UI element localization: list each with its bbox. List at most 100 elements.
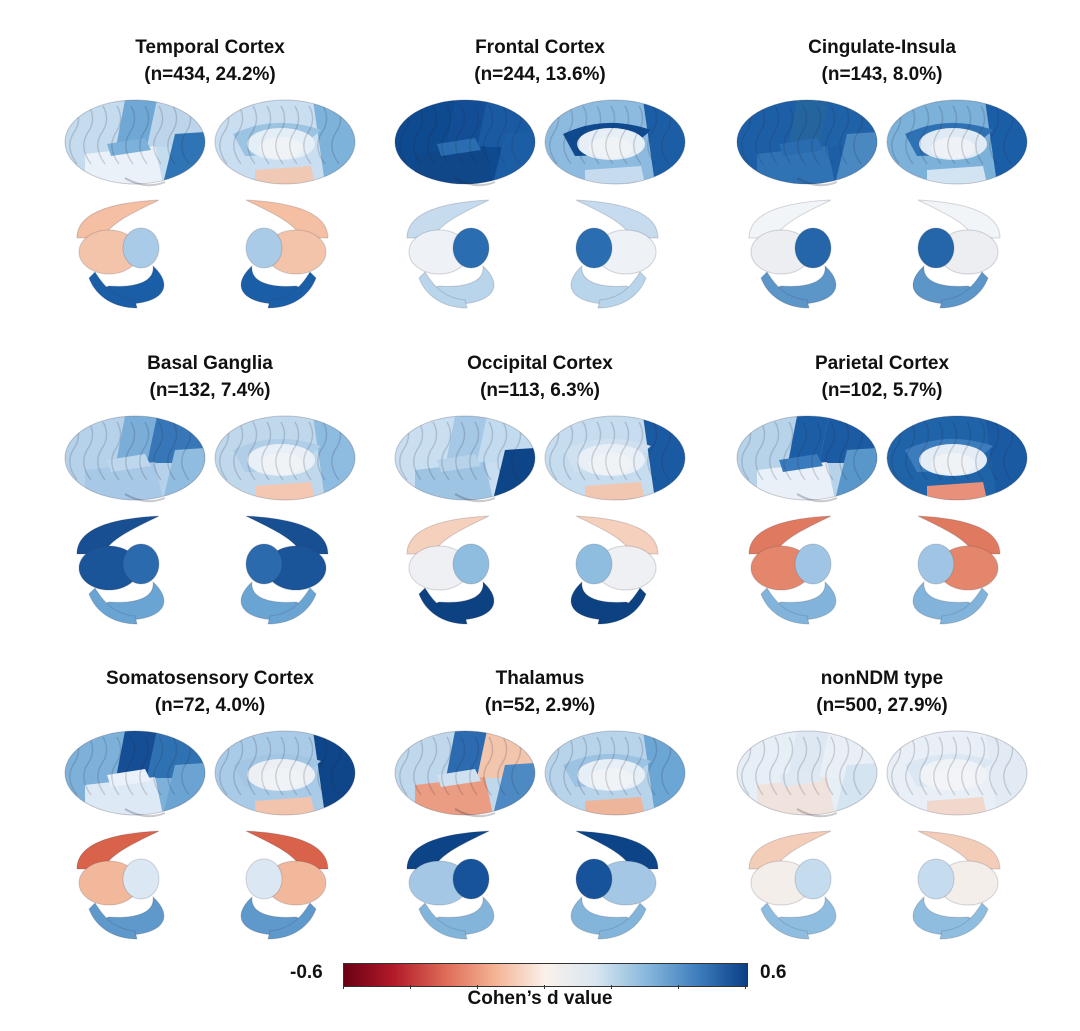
frontal-lateral-sulcus xyxy=(427,105,438,165)
temporal-medial-sulcus xyxy=(261,105,272,165)
occipital-lateral-outline xyxy=(394,415,536,501)
colorbar-title: Cohen’s d value xyxy=(467,988,613,1009)
panel-title: Cingulate-Insula (n=143, 8.0%) xyxy=(712,34,1052,88)
parietal-medial-surface xyxy=(887,416,1027,500)
thalamus-medial-region-posterior xyxy=(643,731,685,815)
frontal-lateral-region-temporal xyxy=(415,146,493,184)
parietal-medial-region-midline xyxy=(931,453,975,475)
thalamus-lateral-cerebellum-edge xyxy=(454,808,496,818)
somato-lateral-sulcus xyxy=(153,736,164,796)
somato-lateral-sulcus xyxy=(125,736,136,796)
temporal-lateral-cerebellum-edge xyxy=(124,177,166,187)
frontal-lateral-sulcus xyxy=(497,105,508,165)
somato-lateral-sulcus xyxy=(97,736,108,796)
colorbar-tick xyxy=(611,985,612,989)
nonndm-medial-sulcus xyxy=(933,736,944,796)
occipital-lateral-sulcus xyxy=(469,421,480,481)
somato-medial-region-basal xyxy=(255,797,315,815)
parietal-lateral-sulcus xyxy=(755,421,766,481)
frontal-right-thalamus xyxy=(575,227,613,269)
somato-lateral-sulcus xyxy=(83,736,94,796)
somato-lateral-surface xyxy=(65,731,205,815)
panel-name: Thalamus xyxy=(495,668,585,689)
frontal-medial-sulcus xyxy=(591,105,602,165)
frontal-lateral-sulcus xyxy=(455,105,466,165)
basal-lateral-region-temporal xyxy=(85,462,163,500)
temporal-lateral-outline xyxy=(64,99,206,185)
occipital-left-caudate xyxy=(406,515,490,555)
cingulate-medial-sulcus xyxy=(947,105,958,165)
thalamus-lateral-surface xyxy=(395,731,535,815)
parietal-medial-outline xyxy=(886,415,1028,501)
panel-nonndm: nonNDM type (n=500, 27.9%) xyxy=(712,665,1052,965)
cingulate-lateral-sulcus xyxy=(797,105,808,165)
cingulate-right-subcortical xyxy=(912,199,1001,309)
nonndm-lateral-sulcus xyxy=(825,736,836,796)
panel-count: (n=434, 24.2%) xyxy=(144,64,276,85)
parietal-left-amygdala-tail xyxy=(760,587,810,625)
temporal-lateral-sulcus xyxy=(125,105,136,165)
basal-lateral-region-insula xyxy=(107,454,151,472)
occipital-medial-region-basal xyxy=(585,482,645,500)
cingulate-brain-figure xyxy=(736,99,1028,309)
cingulate-medial-outline xyxy=(886,99,1028,185)
cingulate-left-amygdala-tail xyxy=(760,271,810,309)
somato-right-caudate xyxy=(245,830,329,870)
basal-medial-sulcus xyxy=(247,421,258,481)
nonndm-medial-sulcus xyxy=(905,736,916,796)
occipital-medial-sulcus xyxy=(591,421,602,481)
occipital-brain-figure xyxy=(394,415,686,625)
panel-name: Parietal Cortex xyxy=(814,353,950,374)
temporal-medial-outline xyxy=(214,99,356,185)
thalamus-lateral-sulcus xyxy=(441,736,452,796)
cingulate-lateral-sulcus xyxy=(755,105,766,165)
cingulate-right-thalamus xyxy=(917,227,955,269)
thalamus-medial-sulcus xyxy=(563,736,574,796)
parietal-medial-sulcus xyxy=(989,421,1000,481)
occipital-medial-sulcus xyxy=(647,421,658,481)
somato-lateral-region-temporal xyxy=(85,777,163,815)
panel-name: Cingulate-Insula xyxy=(808,37,956,58)
nonndm-lateral-sulcus xyxy=(839,736,850,796)
frontal-lateral-sulcus xyxy=(483,105,494,165)
parietal-right-thalamus xyxy=(917,543,955,585)
occipital-lateral-sulcus xyxy=(427,421,438,481)
panel-temporal: Temporal Cortex (n=434, 24.2%) xyxy=(40,34,380,334)
temporal-lateral-sulcus xyxy=(97,105,108,165)
thalamus-medial-sulcus xyxy=(619,736,630,796)
nonndm-medial-sulcus xyxy=(947,736,958,796)
thalamus-lateral-region-precentral xyxy=(445,731,487,783)
parietal-medial-sulcus xyxy=(961,421,972,481)
parietal-lateral-sulcus xyxy=(825,421,836,481)
somato-right-subcortical xyxy=(240,830,329,940)
parietal-brain-figure xyxy=(736,415,1028,625)
panel-title: Occipital Cortex (n=113, 6.3%) xyxy=(370,350,710,404)
frontal-lateral-cerebellum-edge xyxy=(454,177,496,187)
cingulate-lateral-surface xyxy=(737,100,877,184)
frontal-lateral-region-insula xyxy=(437,138,481,156)
frontal-medial-surface xyxy=(545,100,685,184)
temporal-medial-region-posterior xyxy=(313,100,355,184)
parietal-lateral-region-temporal xyxy=(757,462,835,500)
nonndm-left-subcortical xyxy=(748,830,837,940)
temporal-left-subcortical xyxy=(76,199,165,309)
nonndm-medial-region-basal xyxy=(927,797,987,815)
basal-lateral-cerebellum-edge xyxy=(124,493,166,503)
basal-left-caudate xyxy=(76,515,160,555)
temporal-lateral-region-insula xyxy=(107,138,151,156)
colorbar-tick xyxy=(745,985,746,989)
temporal-lateral-sulcus xyxy=(83,105,94,165)
nonndm-medial-sulcus xyxy=(919,736,930,796)
cingulate-medial-region-posterior xyxy=(985,100,1027,184)
occipital-lateral-cerebellum-edge xyxy=(454,493,496,503)
basal-medial-sulcus xyxy=(275,421,286,481)
nonndm-lateral-region-temporal xyxy=(757,777,835,815)
panel-name: Occipital Cortex xyxy=(467,353,613,374)
occipital-medial-sulcus xyxy=(619,421,630,481)
frontal-medial-sulcus xyxy=(633,105,644,165)
somato-left-subcortical xyxy=(76,830,165,940)
basal-medial-sulcus xyxy=(289,421,300,481)
thalamus-lateral-sulcus xyxy=(413,736,424,796)
panel-name: Temporal Cortex xyxy=(135,37,285,58)
thalamus-medial-outline xyxy=(544,730,686,816)
